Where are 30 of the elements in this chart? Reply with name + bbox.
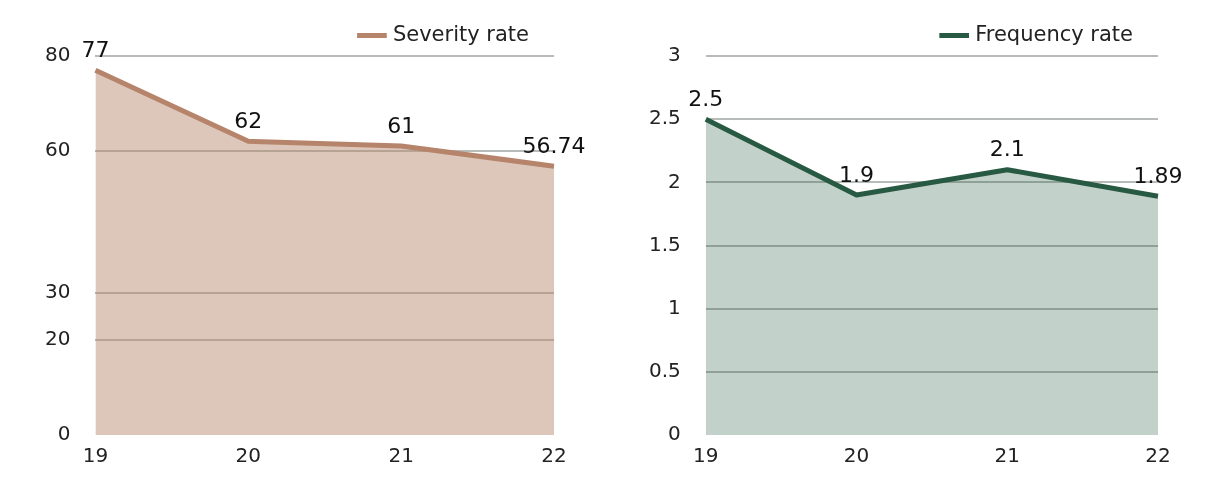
data-label: 61: [387, 112, 416, 138]
y-tick-label: 2.5: [648, 105, 681, 130]
x-tick-label: 22: [541, 443, 567, 468]
y-tick-label: 1: [668, 294, 681, 319]
data-label: 1.9: [839, 161, 875, 187]
y-tick-label: 30: [45, 279, 71, 304]
y-tick-label: 20: [45, 326, 71, 351]
x-tick-label: 21: [388, 443, 414, 468]
x-tick-label: 21: [994, 443, 1020, 468]
y-tick-label: 1.5: [648, 231, 681, 256]
x-tick-label: 20: [843, 443, 870, 468]
y-tick-label: 2: [668, 168, 681, 193]
x-tick-label: 22: [1145, 443, 1171, 468]
x-tick-label: 19: [693, 443, 719, 468]
y-tick-label: 60: [45, 136, 71, 161]
data-label: 56.74: [522, 132, 586, 158]
data-label: 77: [81, 36, 110, 62]
y-tick-label: 3: [668, 42, 681, 67]
legend-label: Severity rate: [392, 21, 529, 46]
legend-label: Frequency rate: [975, 21, 1134, 46]
x-tick-label: 19: [82, 443, 109, 468]
data-label: 1.89: [1133, 162, 1183, 188]
y-tick-label: 0: [57, 421, 71, 446]
y-tick-label: 0.5: [648, 358, 681, 383]
data-label: 62: [234, 107, 263, 133]
x-tick-label: 20: [235, 443, 262, 468]
data-label: 2.1: [989, 136, 1025, 162]
y-tick-label: 80: [45, 42, 71, 67]
data-label: 2.5: [688, 85, 724, 111]
y-tick-label: 0: [668, 421, 681, 446]
